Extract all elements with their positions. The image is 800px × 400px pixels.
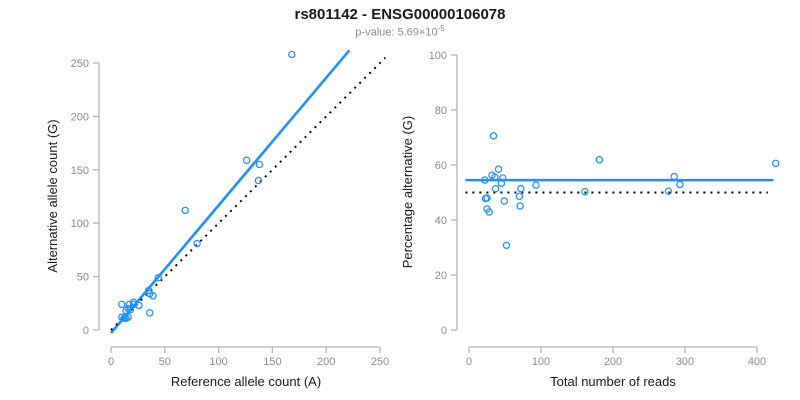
right-x-axis-title: Total number of reads xyxy=(550,374,676,389)
data-point xyxy=(502,241,511,250)
right-y-axis-title: Percentage alternative (G) xyxy=(400,116,415,268)
data-point xyxy=(491,173,499,181)
data-point xyxy=(516,202,524,210)
x-tick-label: 250 xyxy=(371,356,389,368)
data-point xyxy=(581,187,589,196)
x-tick-label: 100 xyxy=(209,356,227,368)
p-value-exponent: -5 xyxy=(437,24,445,33)
x-tick-label: 0 xyxy=(466,356,472,368)
left-x-axis-title: Reference allele count (A) xyxy=(171,374,321,389)
left-scatter-plot: Reference allele count (A) Alternative a… xyxy=(45,49,389,389)
y-tick-label: 200 xyxy=(71,111,89,123)
data-point xyxy=(125,300,134,309)
y-tick-label: 0 xyxy=(441,325,447,337)
data-point xyxy=(670,172,678,181)
data-point xyxy=(497,179,506,188)
x-tick-label: 0 xyxy=(108,356,114,368)
data-point xyxy=(193,239,201,248)
data-point xyxy=(483,194,491,202)
regression-line xyxy=(110,49,351,334)
x-tick-label: 200 xyxy=(604,356,622,368)
data-point xyxy=(129,298,138,306)
x-tick-label: 200 xyxy=(317,356,335,368)
x-tick-label: 300 xyxy=(676,356,694,368)
right-scatter-plot: Total number of reads Percentage alterna… xyxy=(400,50,780,389)
y-tick-label: 150 xyxy=(71,165,89,177)
data-point xyxy=(288,50,296,59)
data-point xyxy=(144,286,153,295)
data-point xyxy=(771,159,780,168)
y-tick-label: 60 xyxy=(435,160,447,172)
y-tick-label: 40 xyxy=(435,215,447,227)
data-point xyxy=(126,305,135,314)
data-point xyxy=(532,181,540,189)
data-point xyxy=(517,184,525,193)
data-point xyxy=(485,208,493,216)
data-point xyxy=(489,132,498,140)
data-point xyxy=(154,273,163,282)
data-point xyxy=(124,313,132,321)
data-point xyxy=(129,300,138,309)
data-point xyxy=(595,156,604,164)
y-tick-label: 50 xyxy=(77,272,89,284)
data-point xyxy=(135,301,143,310)
y-tick-label: 0 xyxy=(83,325,89,337)
data-point xyxy=(242,156,251,164)
x-tick-label: 400 xyxy=(748,356,766,368)
data-point xyxy=(500,197,509,205)
data-point xyxy=(255,160,264,169)
x-tick-label: 100 xyxy=(532,356,550,368)
data-point xyxy=(120,314,128,322)
data-point xyxy=(494,165,503,173)
y-tick-label: 80 xyxy=(435,105,447,117)
figure-subtitle: p-value: 5.69×10-5 xyxy=(0,24,800,39)
x-tick-label: 50 xyxy=(159,356,171,368)
data-point xyxy=(676,180,684,189)
data-point xyxy=(664,187,673,195)
y-tick-label: 250 xyxy=(71,58,89,70)
data-point xyxy=(146,289,154,298)
left-y-axis-title: Alternative allele count (G) xyxy=(45,119,60,272)
y-tick-label: 20 xyxy=(435,270,447,282)
data-point xyxy=(481,176,489,184)
y-tick-label: 100 xyxy=(71,218,89,230)
p-value-text: p-value: 5.69×10 xyxy=(355,26,438,39)
data-point xyxy=(254,176,263,185)
identity-line xyxy=(110,56,387,331)
figure-title: rs801142 - ENSG00000106078 xyxy=(294,6,506,23)
data-point xyxy=(181,206,189,215)
data-point xyxy=(118,300,126,309)
x-tick-label: 150 xyxy=(263,356,281,368)
y-tick-label: 100 xyxy=(429,50,447,62)
data-point xyxy=(515,192,524,201)
data-point xyxy=(146,309,154,317)
data-point xyxy=(491,184,500,193)
data-point xyxy=(121,313,129,321)
